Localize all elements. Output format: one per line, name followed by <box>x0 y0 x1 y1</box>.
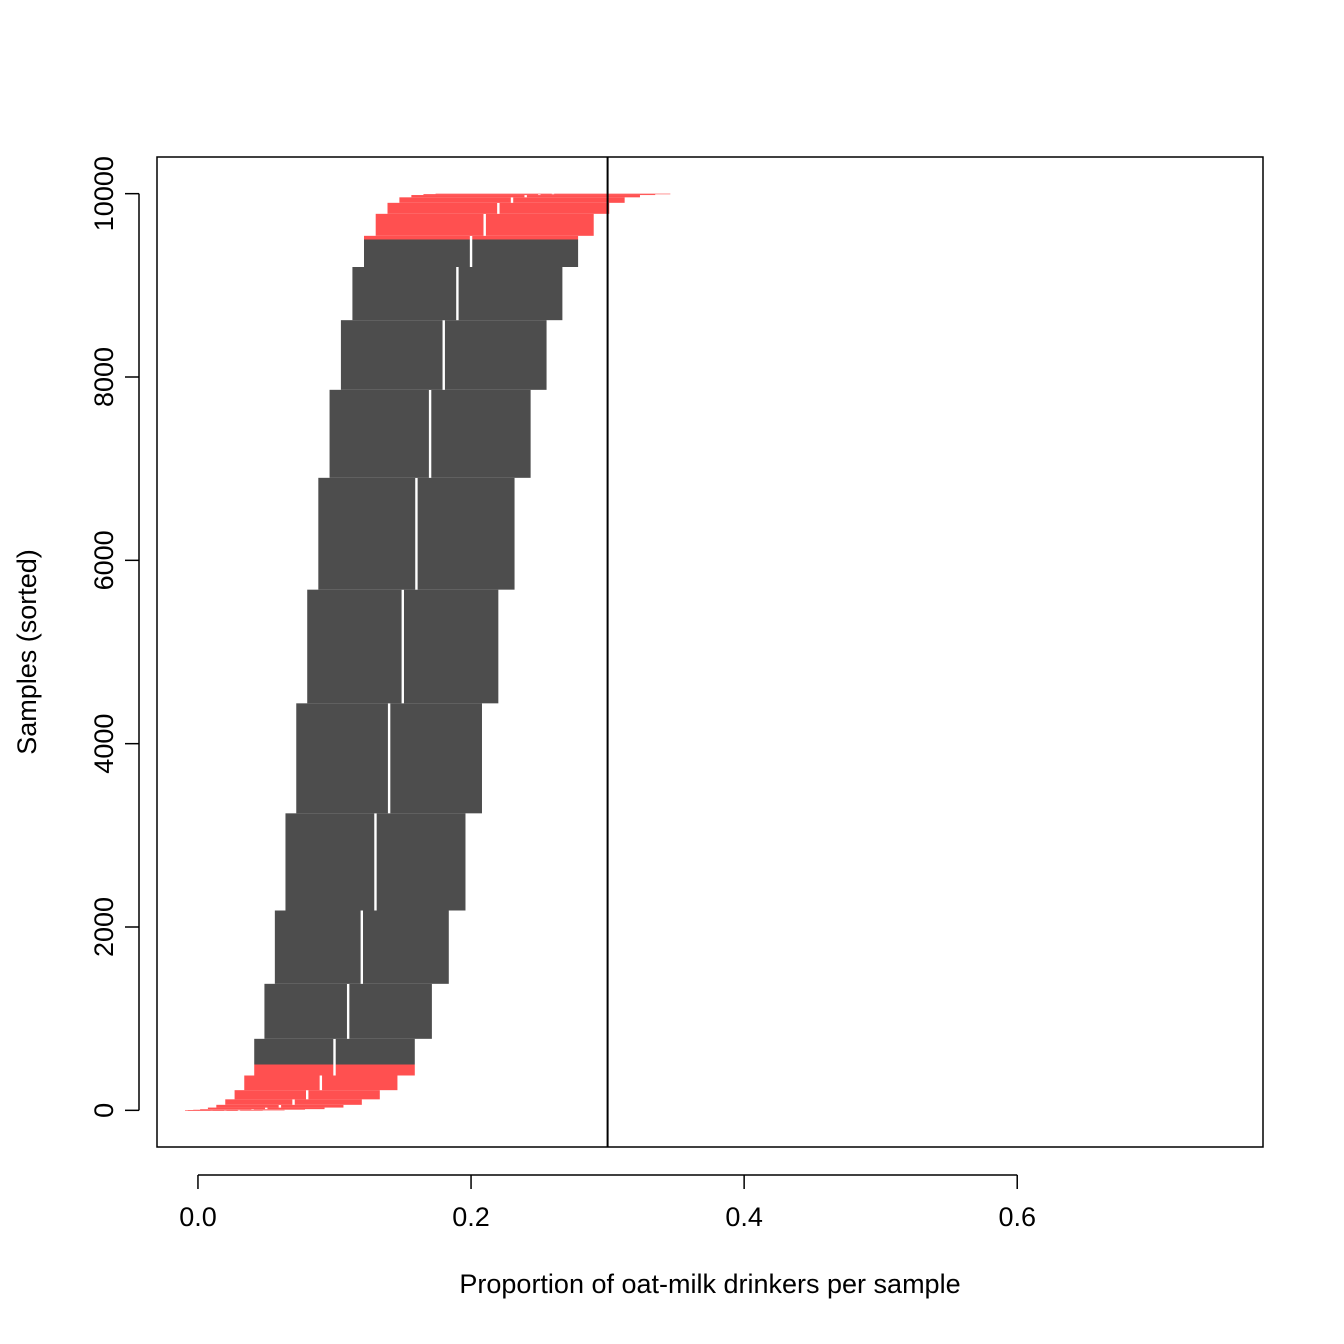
sample-proportion-mark <box>306 1090 309 1100</box>
sample-proportion-mark <box>469 239 473 267</box>
sample-proportion-mark <box>497 202 500 214</box>
sample-proportion-mark <box>374 813 377 911</box>
sample-proportion-mark <box>551 193 555 195</box>
sample-proportion-mark <box>524 195 527 198</box>
x-tick-label: 0.4 <box>725 1202 763 1232</box>
sample-proportion-mark <box>292 1099 295 1105</box>
sample-proportion-mark <box>483 213 486 236</box>
sample-proportion-mark <box>538 194 541 196</box>
sample-proportion-mark <box>237 1109 241 1111</box>
sample-proportion-mark <box>360 910 364 984</box>
y-tick-label: 10000 <box>89 156 119 231</box>
sample-proportion-mark <box>251 1109 254 1110</box>
sample-proportion-mark <box>401 589 404 704</box>
x-tick-label: 0.6 <box>998 1202 1036 1232</box>
sample-proportion-mark <box>456 267 459 321</box>
sample-proportion-mark <box>333 1038 336 1065</box>
sample-proportion-mark <box>428 389 432 478</box>
x-tick-label: 0.0 <box>179 1202 217 1232</box>
y-tick-label: 4000 <box>89 714 119 774</box>
x-axis-label: Proportion of oat-milk drinkers per samp… <box>459 1269 960 1299</box>
plot-frame <box>156 156 1264 1148</box>
sample-proportion-mark <box>346 983 350 1039</box>
y-tick-label: 6000 <box>89 530 119 590</box>
x-tick-label: 0.2 <box>452 1202 490 1232</box>
bars-layer <box>184 193 671 1111</box>
sample-proportion-mark <box>319 1075 323 1091</box>
sample-proportion-mark <box>415 477 418 590</box>
sample-proportion-mark <box>278 1104 282 1108</box>
y-tick-label: 2000 <box>89 897 119 957</box>
sample-proportion-mark <box>442 320 445 390</box>
sample-proportion-mark <box>387 703 391 814</box>
sample-proportion-mark <box>333 1064 336 1076</box>
sample-proportion-mark <box>469 235 473 240</box>
y-tick-label: 8000 <box>89 347 119 407</box>
sample-proportion-mark <box>510 197 514 203</box>
y-axis-label: Samples (sorted) <box>12 549 42 755</box>
sample-proportion-mark <box>265 1107 268 1110</box>
axes-layer: 0.0 0.2 0.4 0.6 0 2000 4000 6000 8000 10000 <box>89 156 1264 1232</box>
y-tick-label: 0 <box>89 1103 119 1118</box>
